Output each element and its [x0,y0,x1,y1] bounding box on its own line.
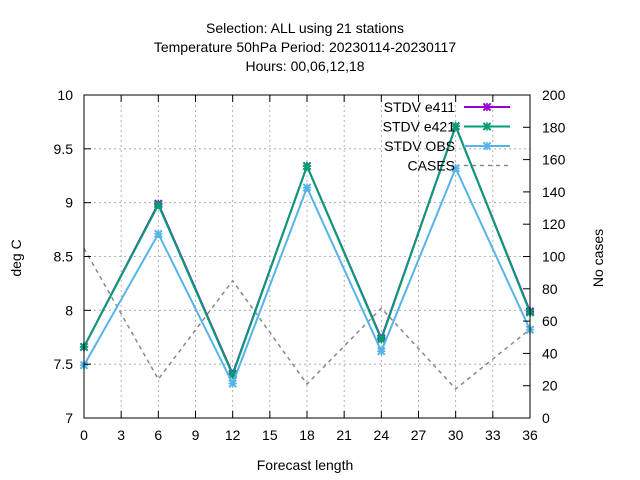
y2-tick-label: 60 [542,313,558,329]
legend: STDV e411 STDV e421 STDV OBS CASES [383,99,510,174]
y-tick-label: 10 [57,87,73,103]
y2-tick-label: 180 [542,119,566,135]
y-tick-label: 8 [65,302,73,318]
x-tick-label: 33 [485,427,501,443]
y-tick-label: 7 [65,410,73,426]
data-point [303,183,311,191]
title-line-2: Temperature 50hPa Period: 20230114-20230… [154,39,456,55]
x-axis-label: Forecast length [257,457,354,473]
x-tick-label: 0 [80,427,88,443]
legend-label: STDV e421 [383,119,456,135]
x-tick-label: 30 [448,427,464,443]
x-tick-label: 18 [299,427,315,443]
y2-axis-ticks: 0 20 40 60 80 100 120 140 160 180 200 [523,87,566,426]
y-tick-label: 8.5 [54,249,74,265]
legend-marker [483,142,491,150]
y2-tick-label: 160 [542,152,566,168]
data-point [377,347,385,355]
y2-tick-label: 140 [542,184,566,200]
chart-title: Selection: ALL using 21 stations Tempera… [154,20,456,74]
x-tick-label: 12 [225,427,241,443]
y2-tick-label: 100 [542,249,566,265]
x-tick-label: 21 [336,427,352,443]
y-tick-label: 7.5 [54,356,74,372]
x-axis-ticks: 0 3 6 9 12 15 18 21 24 27 30 33 36 [80,95,538,443]
cases-series-layer [84,248,530,389]
series-line [84,248,530,389]
x-tick-label: 36 [522,427,538,443]
title-line-3: Hours: 00,06,12,18 [245,58,364,74]
y2-tick-label: 40 [542,345,558,361]
legend-label: STDV OBS [384,138,455,154]
data-point [154,230,162,238]
legend-item: STDV e411 [384,99,510,115]
title-line-1: Selection: ALL using 21 stations [206,20,404,36]
y2-tick-label: 200 [542,87,566,103]
y2-tick-label: 0 [542,410,550,426]
legend-label: CASES [408,158,455,174]
legend-marker [483,103,491,111]
legend-label: STDV e411 [384,99,456,115]
x-tick-label: 24 [374,427,390,443]
y2-tick-label: 120 [542,216,566,232]
x-tick-label: 27 [411,427,427,443]
data-point [303,162,311,170]
y2-tick-label: 20 [542,378,558,394]
x-tick-label: 15 [262,427,278,443]
y2-axis-label: No cases [590,229,606,287]
y-axis-ticks: 7 7.5 8 8.5 9 9.5 10 [54,87,91,426]
legend-item: STDV OBS [384,138,510,154]
data-point [229,379,237,387]
x-tick-label: 6 [154,427,162,443]
series-cases [84,248,530,389]
x-tick-label: 9 [192,427,200,443]
legend-item: STDV e421 [383,119,510,135]
x-tick-label: 3 [117,427,125,443]
y-axis-label: deg C [8,239,24,276]
legend-marker [483,122,491,130]
y2-tick-label: 80 [542,281,558,297]
y-tick-label: 9.5 [54,141,74,157]
data-point [154,201,162,209]
y-tick-label: 9 [65,195,73,211]
